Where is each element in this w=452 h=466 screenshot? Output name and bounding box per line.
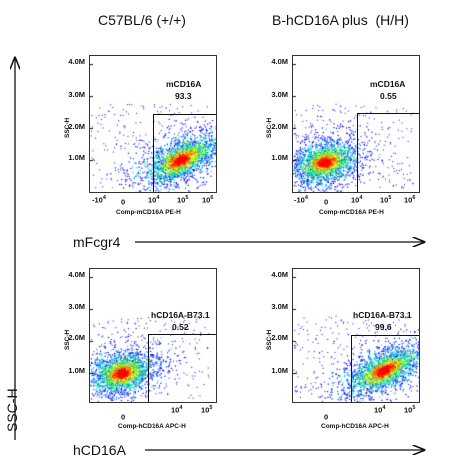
xtick: 105 xyxy=(201,405,213,415)
y-axis-title: SSC-H xyxy=(64,329,71,350)
gate-value: 93.3 xyxy=(175,91,192,101)
ytick: 1.0M xyxy=(68,153,85,162)
xtick: 104 xyxy=(351,195,363,205)
row-label-mfcgr4: mFcgr4 xyxy=(73,234,121,250)
xtick: 104 xyxy=(148,195,160,205)
plot-area: hCD16A-B73.1 0.52 xyxy=(89,268,217,403)
plot-area: hCD16A-B73.1 99.6 xyxy=(292,268,420,403)
ytick: 3.0M xyxy=(271,302,288,311)
gate-box xyxy=(148,334,216,402)
gate-name: hCD16A-B73.1 xyxy=(353,310,412,320)
xtick: -104 xyxy=(92,195,106,205)
xtick: 105 xyxy=(380,195,392,205)
gate-value: 99.6 xyxy=(375,322,392,332)
ytick: 3.0M xyxy=(68,90,85,99)
gate-box xyxy=(351,335,419,402)
x-axis-title: Comp-mCD16A PE-H xyxy=(116,209,181,216)
xtick: 106 xyxy=(202,195,214,205)
xtick: 104 xyxy=(171,405,183,415)
column-title-wildtype: C57BL/6 (+/+) xyxy=(98,12,186,28)
xtick: 105 xyxy=(177,195,189,205)
column-title-humanized: B-hCD16A plus (H/H) xyxy=(272,12,409,28)
x-axis-title: Comp-hCD16A APC-H xyxy=(118,423,186,430)
x-axis-title: Comp-mCD16A PE-H xyxy=(319,209,384,216)
xtick: 105 xyxy=(404,405,416,415)
ytick: 4.0M xyxy=(68,270,85,279)
xtick: 106 xyxy=(404,195,416,205)
ytick: 4.0M xyxy=(271,270,288,279)
scatter-density xyxy=(90,269,216,402)
ytick: 2.0M xyxy=(68,122,85,131)
x-axis-title: Comp-hCD16A APC-H xyxy=(321,423,389,430)
gate-box xyxy=(153,114,216,192)
ytick: 1.0M xyxy=(271,153,288,162)
ytick: 4.0M xyxy=(271,57,288,66)
ytick: 3.0M xyxy=(68,302,85,311)
y-axis-title: SSC-H xyxy=(64,117,71,138)
y-axis-title: SSC-H xyxy=(266,329,273,350)
xtick: 0 xyxy=(324,412,329,422)
gate-value: 0.52 xyxy=(172,322,189,332)
plot-area: mCD16A 0.55 xyxy=(292,55,420,193)
ytick: 1.0M xyxy=(68,366,85,375)
gate-value: 0.55 xyxy=(380,91,397,101)
ytick: 1.0M xyxy=(271,366,288,375)
gate-name: hCD16A-B73.1 xyxy=(151,310,210,320)
ytick: 2.0M xyxy=(271,122,288,131)
ytick: 4.0M xyxy=(68,57,85,66)
xtick: 0 xyxy=(324,197,329,207)
y-axis-title: SSC-H xyxy=(266,117,273,138)
scatter-density xyxy=(293,56,419,192)
xtick: 0 xyxy=(121,197,126,207)
xtick: -104 xyxy=(294,195,308,205)
ytick: 2.0M xyxy=(271,333,288,342)
plot-area: mCD16A 93.3 xyxy=(89,55,217,193)
gate-name: mCD16A xyxy=(370,79,406,89)
xtick: 104 xyxy=(374,405,386,415)
xtick: 0 xyxy=(121,412,126,422)
gate-name: mCD16A xyxy=(166,79,202,89)
row-label-hcd16a: hCD16A xyxy=(73,442,126,458)
ytick: 3.0M xyxy=(271,90,288,99)
ytick: 2.0M xyxy=(68,333,85,342)
gate-box xyxy=(357,113,419,192)
